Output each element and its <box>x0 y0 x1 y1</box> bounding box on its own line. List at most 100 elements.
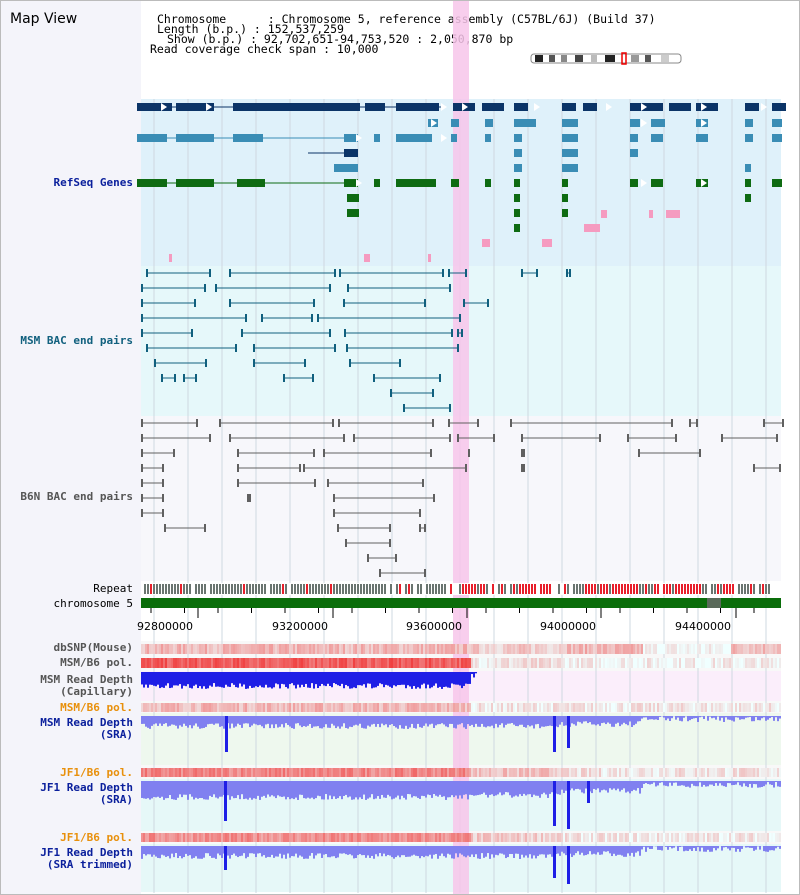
polymorphism-cell <box>225 833 227 842</box>
polymorphism-cell <box>321 644 323 654</box>
polymorphism-cell <box>283 703 285 712</box>
read-depth-bar <box>219 672 221 687</box>
repeat-element <box>432 584 434 594</box>
track-label-msm-b6-pol-2[interactable]: MSM/B6 pol. <box>60 701 133 714</box>
track-label-jf1-depth-trim-1[interactable]: JF1 Read Depth <box>40 846 133 859</box>
polymorphism-cell <box>279 833 281 842</box>
polymorphism-cell <box>715 703 717 712</box>
polymorphism-cell <box>183 658 185 668</box>
track-label-chromosome[interactable]: chromosome 5 <box>53 597 133 610</box>
read-depth-bar <box>163 846 165 856</box>
polymorphism-cell <box>513 658 515 668</box>
track-label-b6n-bac[interactable]: B6N BAC end pairs <box>20 490 133 503</box>
polymorphism-cell <box>655 658 657 668</box>
read-depth-bar <box>193 781 195 800</box>
strand-arrow <box>701 119 707 127</box>
polymorphism-cell <box>341 768 343 777</box>
polymorphism-cell <box>141 644 143 654</box>
polymorphism-cell <box>369 833 371 842</box>
repeat-element <box>264 584 266 594</box>
gene-exon <box>344 149 358 157</box>
polymorphism-cell <box>597 768 599 777</box>
b6n-bac-end <box>237 479 239 487</box>
polymorphism-cell <box>589 644 591 654</box>
polymorphism-cell <box>259 658 261 668</box>
polymorphism-cell <box>765 768 767 777</box>
read-depth-bar <box>465 846 467 858</box>
track-label-jf1-b6-pol-2[interactable]: JF1/B6 pol. <box>60 831 133 844</box>
repeat-element <box>273 584 275 594</box>
track-label-msm-bac[interactable]: MSM BAC end pairs <box>20 334 133 347</box>
polymorphism-cell <box>439 833 441 842</box>
b6n-bac-end <box>219 419 221 427</box>
track-label-dbsnp[interactable]: dbSNP(Mouse) <box>53 641 133 654</box>
track-label-refseq-genes[interactable]: RefSeq Genes <box>53 176 133 189</box>
polymorphism-cell <box>313 768 315 777</box>
read-depth-bar <box>499 716 501 725</box>
polymorphism-cell <box>613 768 615 777</box>
polymorphism-cell <box>237 703 239 712</box>
polymorphism-cell <box>439 768 441 777</box>
polymorphism-cell <box>271 833 273 842</box>
polymorphism-cell <box>281 768 283 777</box>
polymorphism-cell <box>231 703 233 712</box>
read-depth-bar <box>153 846 155 855</box>
polymorphism-cell <box>427 658 429 668</box>
polymorphism-cell <box>333 644 335 654</box>
polymorphism-cell <box>163 768 165 777</box>
read-depth-bar <box>599 781 601 793</box>
read-depth-bar <box>269 846 271 858</box>
polymorphism-cell <box>465 644 467 654</box>
polymorphism-cell <box>401 768 403 777</box>
polymorphism-cell <box>525 833 527 842</box>
read-depth-bar <box>167 716 169 727</box>
read-depth-bar <box>605 781 607 791</box>
read-depth-bar <box>297 716 299 724</box>
polymorphism-cell <box>345 658 347 668</box>
track-label-jf1-depth-sra-1[interactable]: JF1 Read Depth <box>40 781 133 794</box>
track-label-msm-depth-sra-2: (SRA) <box>99 728 133 741</box>
track-label-repeat[interactable]: Repeat <box>93 582 133 595</box>
polymorphism-cell <box>501 768 503 777</box>
read-depth-bar <box>415 672 417 689</box>
polymorphism-cell <box>741 703 743 712</box>
read-depth-bar <box>301 781 303 795</box>
polymorphism-cell <box>443 658 445 668</box>
read-depth-bar <box>267 716 269 724</box>
read-depth-bar <box>251 781 253 800</box>
polymorphism-cell <box>567 658 569 668</box>
read-depth-bar <box>171 781 173 800</box>
polymorphism-cell <box>369 658 371 668</box>
read-depth-bar <box>455 846 457 854</box>
polymorphism-cell <box>539 833 541 842</box>
track-label-jf1-b6-pol-1[interactable]: JF1/B6 pol. <box>60 766 133 779</box>
read-depth-bar <box>535 716 537 725</box>
polymorphism-cell <box>413 833 415 842</box>
read-depth-bar <box>353 716 355 726</box>
read-depth-bar <box>491 846 493 855</box>
polymorphism-cell <box>165 644 167 654</box>
read-depth-bar <box>269 716 271 729</box>
polymorphism-cell <box>419 644 421 654</box>
read-depth-bar <box>727 716 729 720</box>
read-depth-bar <box>305 781 307 799</box>
polymorphism-cell <box>191 833 193 842</box>
polymorphism-cell <box>473 833 475 842</box>
track-label-msm-b6-pol-1[interactable]: MSM/B6 pol. <box>60 656 133 669</box>
polymorphism-cell <box>569 658 571 668</box>
polymorphism-cell <box>145 644 147 654</box>
read-depth-bar <box>437 672 439 688</box>
polymorphism-cell <box>499 644 501 654</box>
polymorphism-cell <box>299 768 301 777</box>
gene-exon <box>485 119 493 127</box>
polymorphism-cell <box>629 768 631 777</box>
track-label-msm-depth-sra-1[interactable]: MSM Read Depth <box>40 716 133 729</box>
polymorphism-cell <box>435 833 437 842</box>
polymorphism-cell <box>733 703 735 712</box>
polymorphism-cell <box>301 833 303 842</box>
track-label-msm-depth-cap-1[interactable]: MSM Read Depth <box>40 673 133 686</box>
read-depth-bar <box>717 781 719 786</box>
read-depth-bar <box>153 716 155 725</box>
polymorphism-cell <box>503 658 505 668</box>
